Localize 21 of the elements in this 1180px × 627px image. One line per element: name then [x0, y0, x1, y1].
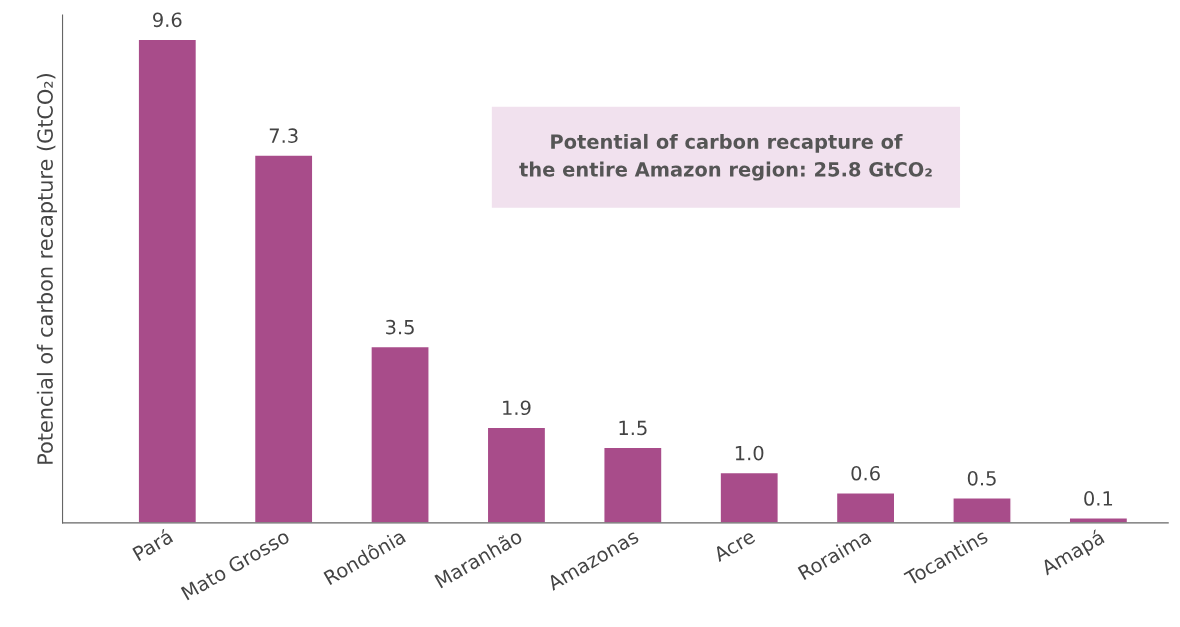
bar — [952, 497, 1012, 523]
data-label: 1.5 — [619, 420, 647, 436]
y-axis-title: Potencial of carbon recapture (GtCO₂) — [36, 73, 57, 464]
bar — [370, 345, 430, 523]
data-label: 9.6 — [153, 12, 182, 28]
bar — [603, 446, 663, 523]
data-label: 0.1 — [1084, 491, 1113, 506]
data-label: 0.6 — [851, 465, 880, 481]
bar — [486, 426, 547, 523]
data-label: 3.5 — [386, 319, 414, 335]
data-label: 0.5 — [967, 470, 996, 486]
x-tick-label: Acre — [712, 528, 756, 563]
bar — [719, 471, 780, 523]
data-label: 1.9 — [503, 400, 531, 416]
bar — [835, 491, 896, 523]
data-label: 7.3 — [269, 128, 298, 144]
annotation: Potential of carbon recapture of the entire Amazon region: 25.8 GtCO₂ — [519, 133, 932, 181]
bar — [253, 154, 314, 523]
x-tick-label: Pará — [131, 527, 174, 562]
data-label: 1.0 — [735, 445, 764, 461]
bar — [137, 38, 198, 523]
